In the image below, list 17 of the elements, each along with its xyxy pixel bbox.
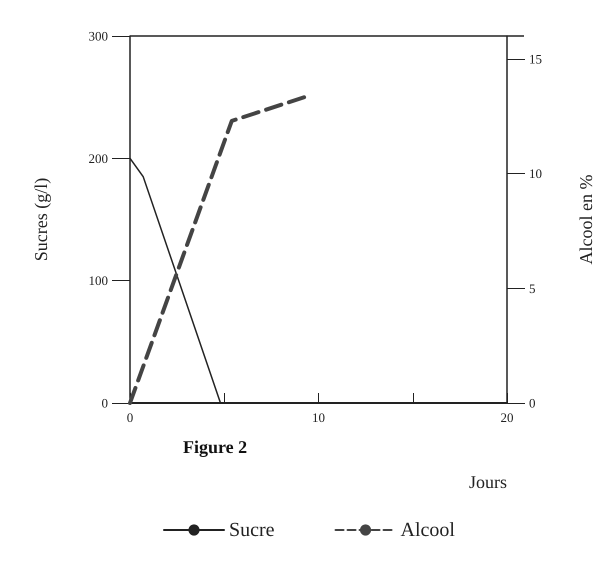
- y-tick-label: 300: [88, 28, 108, 44]
- x-axis-title: Jours: [468, 472, 507, 492]
- legend-label: Alcool: [400, 519, 456, 541]
- x-tick-label: 20: [500, 410, 514, 425]
- y2-tick-label: 0: [529, 396, 536, 410]
- y2-axis-title: Alcool en %: [576, 174, 596, 264]
- y2-tick-label: 5: [529, 280, 536, 296]
- y-axis-title: Sucres (g/l): [31, 178, 51, 262]
- y2-tick-label: 15: [529, 51, 542, 66]
- y-tick-label: 0: [102, 396, 108, 410]
- x-tick-label: 0: [126, 410, 134, 425]
- legend-label: Sucre: [229, 519, 275, 541]
- caption: Figure 2: [183, 437, 248, 457]
- y2-tick-label: 10: [529, 166, 542, 182]
- x-tick-label: 10: [312, 410, 325, 425]
- y-tick-label: 200: [88, 150, 108, 166]
- y-tick-label: 100: [88, 273, 108, 288]
